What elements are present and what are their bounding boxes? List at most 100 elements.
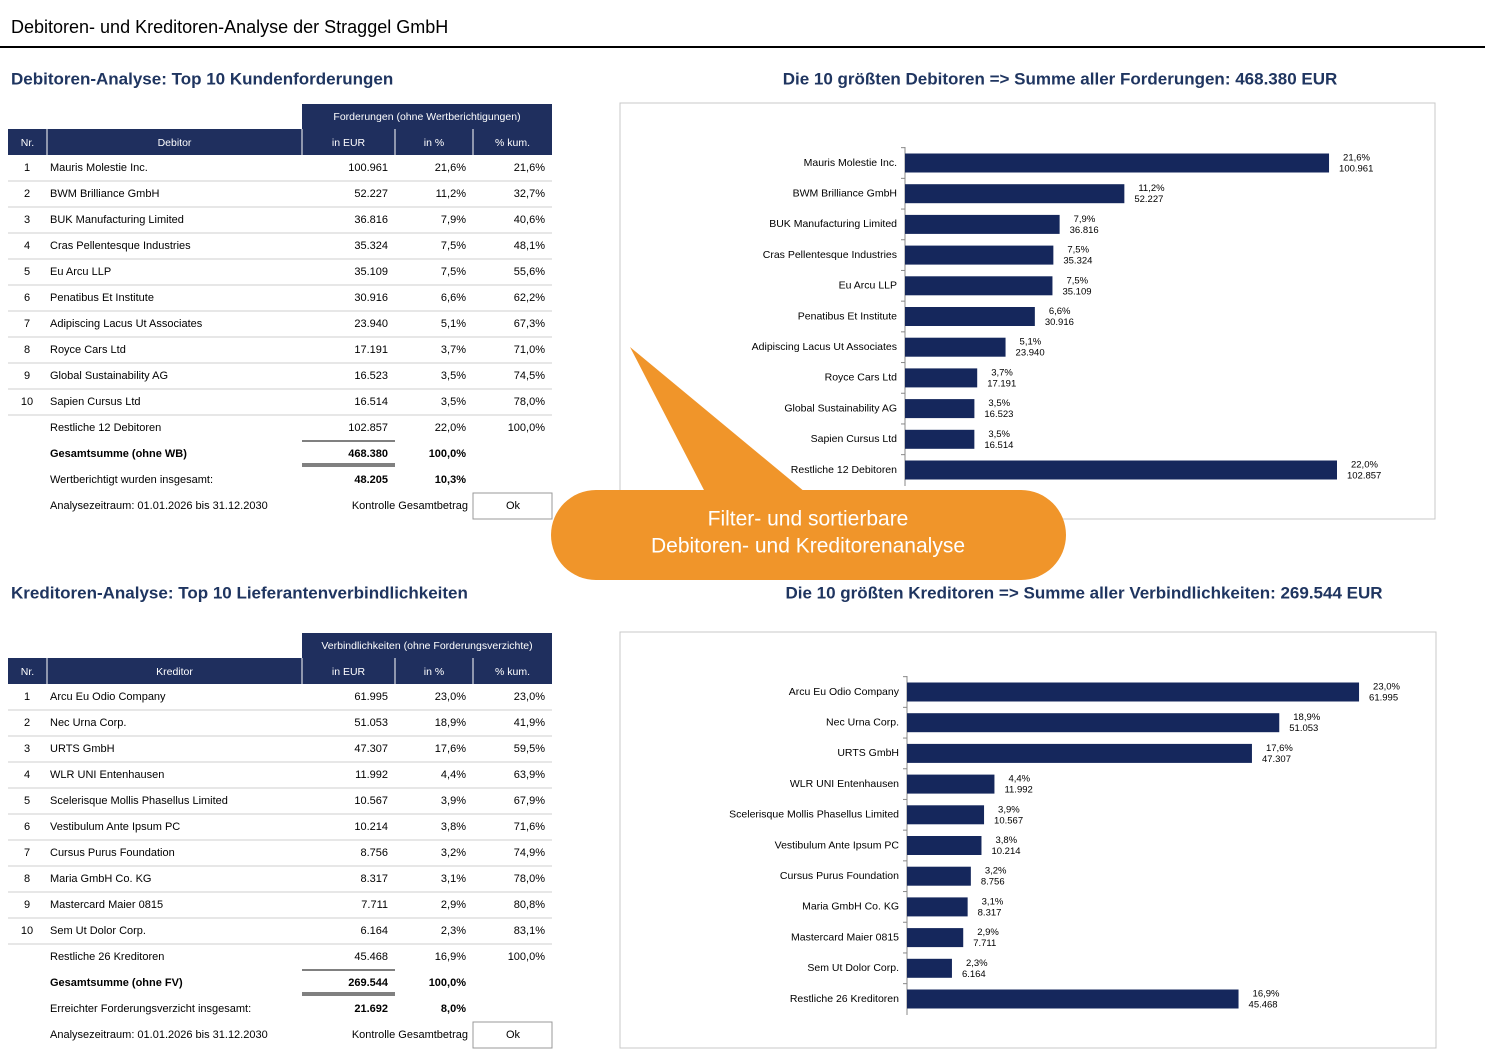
value-label: 17.191 (987, 378, 1016, 389)
share-label: 4,4% (1008, 774, 1030, 785)
table-cell: 8 (24, 873, 30, 885)
table-cell: 78,0% (514, 396, 545, 408)
value-label: 10.214 (991, 846, 1020, 857)
group-header (302, 633, 552, 658)
total-cell: 269.544 (348, 977, 389, 989)
rest-cell: Restliche 12 Debitoren (50, 422, 161, 434)
bar (907, 866, 971, 886)
table-cell: 8.756 (360, 847, 388, 859)
header-row (8, 129, 552, 155)
share-label: 3,7% (991, 367, 1013, 378)
rest-cell: 100,0% (508, 951, 546, 963)
table-cell: 8.317 (360, 873, 388, 885)
bar (907, 989, 1239, 1009)
category-label: WLR UNI Entenhausen (790, 778, 899, 790)
category-label: BWM Brilliance GmbH (793, 187, 897, 199)
table-cell: BWM Brilliance GmbH (50, 188, 159, 200)
bar (905, 307, 1035, 326)
callout-text: Filter- und sortierbare (708, 508, 909, 531)
share-label: 17,6% (1266, 743, 1293, 754)
table-cell: Global Sustainability AG (50, 370, 168, 382)
table-cell: 7 (24, 847, 30, 859)
bar (907, 805, 985, 825)
table-cell: 74,5% (514, 370, 545, 382)
table-cell: 5,1% (441, 318, 466, 330)
check-box (472, 1021, 553, 1049)
table-cell: Mastercard Maier 0815 (50, 899, 163, 911)
value-label: 36.816 (1070, 225, 1099, 236)
period-label: Analysezeitraum: 01.01.2026 bis 31.12.20… (50, 500, 268, 512)
column-header: in % (424, 666, 444, 678)
rest-cell: Restliche 26 Kreditoren (50, 951, 164, 963)
table-cell: 4,4% (441, 769, 466, 781)
section-heading: Kreditoren-Analyse: Top 10 Lieferantenve… (11, 583, 468, 602)
share-label: 23,0% (1373, 682, 1400, 693)
check-value: Ok (506, 500, 521, 512)
table-cell: 6 (24, 821, 30, 833)
rest-cell: 102.857 (348, 422, 388, 434)
share-label: 7,5% (1066, 275, 1088, 286)
bar (905, 276, 1053, 296)
table-cell: Sapien Cursus Ltd (50, 396, 141, 408)
bar (905, 153, 1330, 173)
bar (907, 713, 1280, 733)
category-label: Scelerisque Mollis Phasellus Limited (729, 809, 899, 821)
table-cell: 18,9% (435, 717, 466, 729)
value-label: 100.961 (1339, 164, 1373, 175)
category-label: Global Sustainability AG (784, 402, 897, 414)
adjust-cell: 8,0% (441, 1003, 466, 1015)
table-cell: 16.523 (354, 370, 388, 382)
column-header: % kum. (495, 666, 530, 678)
category-label: Penatibus Et Institute (798, 310, 897, 322)
check-value: Ok (506, 1029, 521, 1041)
table-cell: Cras Pellentesque Industries (50, 240, 191, 252)
table-cell: 7,5% (441, 240, 466, 252)
table-cell: 6.164 (360, 925, 388, 937)
category-label: BUK Manufacturing Limited (769, 218, 897, 230)
table-cell: 2,9% (441, 899, 466, 911)
period-label: Analysezeitraum: 01.01.2026 bis 31.12.20… (50, 1029, 268, 1041)
share-label: 22,0% (1351, 460, 1378, 471)
table-cell: 35.109 (354, 266, 388, 278)
table-cell: 52.227 (354, 188, 388, 200)
check-label: Kontrolle Gesamtbetrag (352, 1029, 468, 1041)
group-header-text: Forderungen (ohne Wertberichtigungen) (333, 111, 520, 123)
table-cell: 59,5% (514, 743, 545, 755)
value-label: 35.109 (1062, 286, 1091, 297)
share-label: 21,6% (1343, 153, 1370, 164)
bar (907, 682, 1360, 702)
category-label: URTS GmbH (837, 747, 899, 759)
share-label: 16,9% (1253, 989, 1280, 1000)
bar (905, 337, 1006, 357)
total-cell: Gesamtsumme (ohne FV) (50, 977, 183, 989)
callout-pointer (630, 347, 805, 492)
table-cell: 1 (24, 162, 30, 174)
table-cell: 3,5% (441, 396, 466, 408)
table-cell: 36.816 (354, 214, 388, 226)
table-cell: 6 (24, 292, 30, 304)
table-cell: Penatibus Et Institute (50, 292, 154, 304)
bar (907, 836, 982, 855)
page-title: Debitoren- und Kreditoren-Analyse der St… (11, 17, 448, 37)
bar (907, 897, 968, 917)
share-label: 3,5% (988, 429, 1010, 440)
table-cell: 3 (24, 743, 30, 755)
value-label: 16.514 (984, 440, 1013, 451)
chart-title: Die 10 größten Debitoren => Summe aller … (783, 69, 1338, 88)
header-row (8, 658, 552, 684)
category-label: Cursus Purus Foundation (780, 870, 899, 882)
share-label: 6,6% (1049, 306, 1071, 317)
category-label: Nec Urna Corp. (826, 716, 899, 728)
share-label: 18,9% (1293, 712, 1320, 723)
share-label: 3,2% (985, 866, 1007, 877)
table-cell: Maria GmbH Co. KG (50, 873, 151, 885)
table-cell: Nec Urna Corp. (50, 717, 126, 729)
table-cell: 51.053 (354, 717, 388, 729)
table-cell: 83,1% (514, 925, 545, 937)
value-label: 8.756 (981, 877, 1005, 888)
value-label: 51.053 (1289, 723, 1318, 734)
share-label: 3,8% (995, 835, 1017, 846)
bar (905, 368, 978, 388)
table-cell: 2 (24, 717, 30, 729)
